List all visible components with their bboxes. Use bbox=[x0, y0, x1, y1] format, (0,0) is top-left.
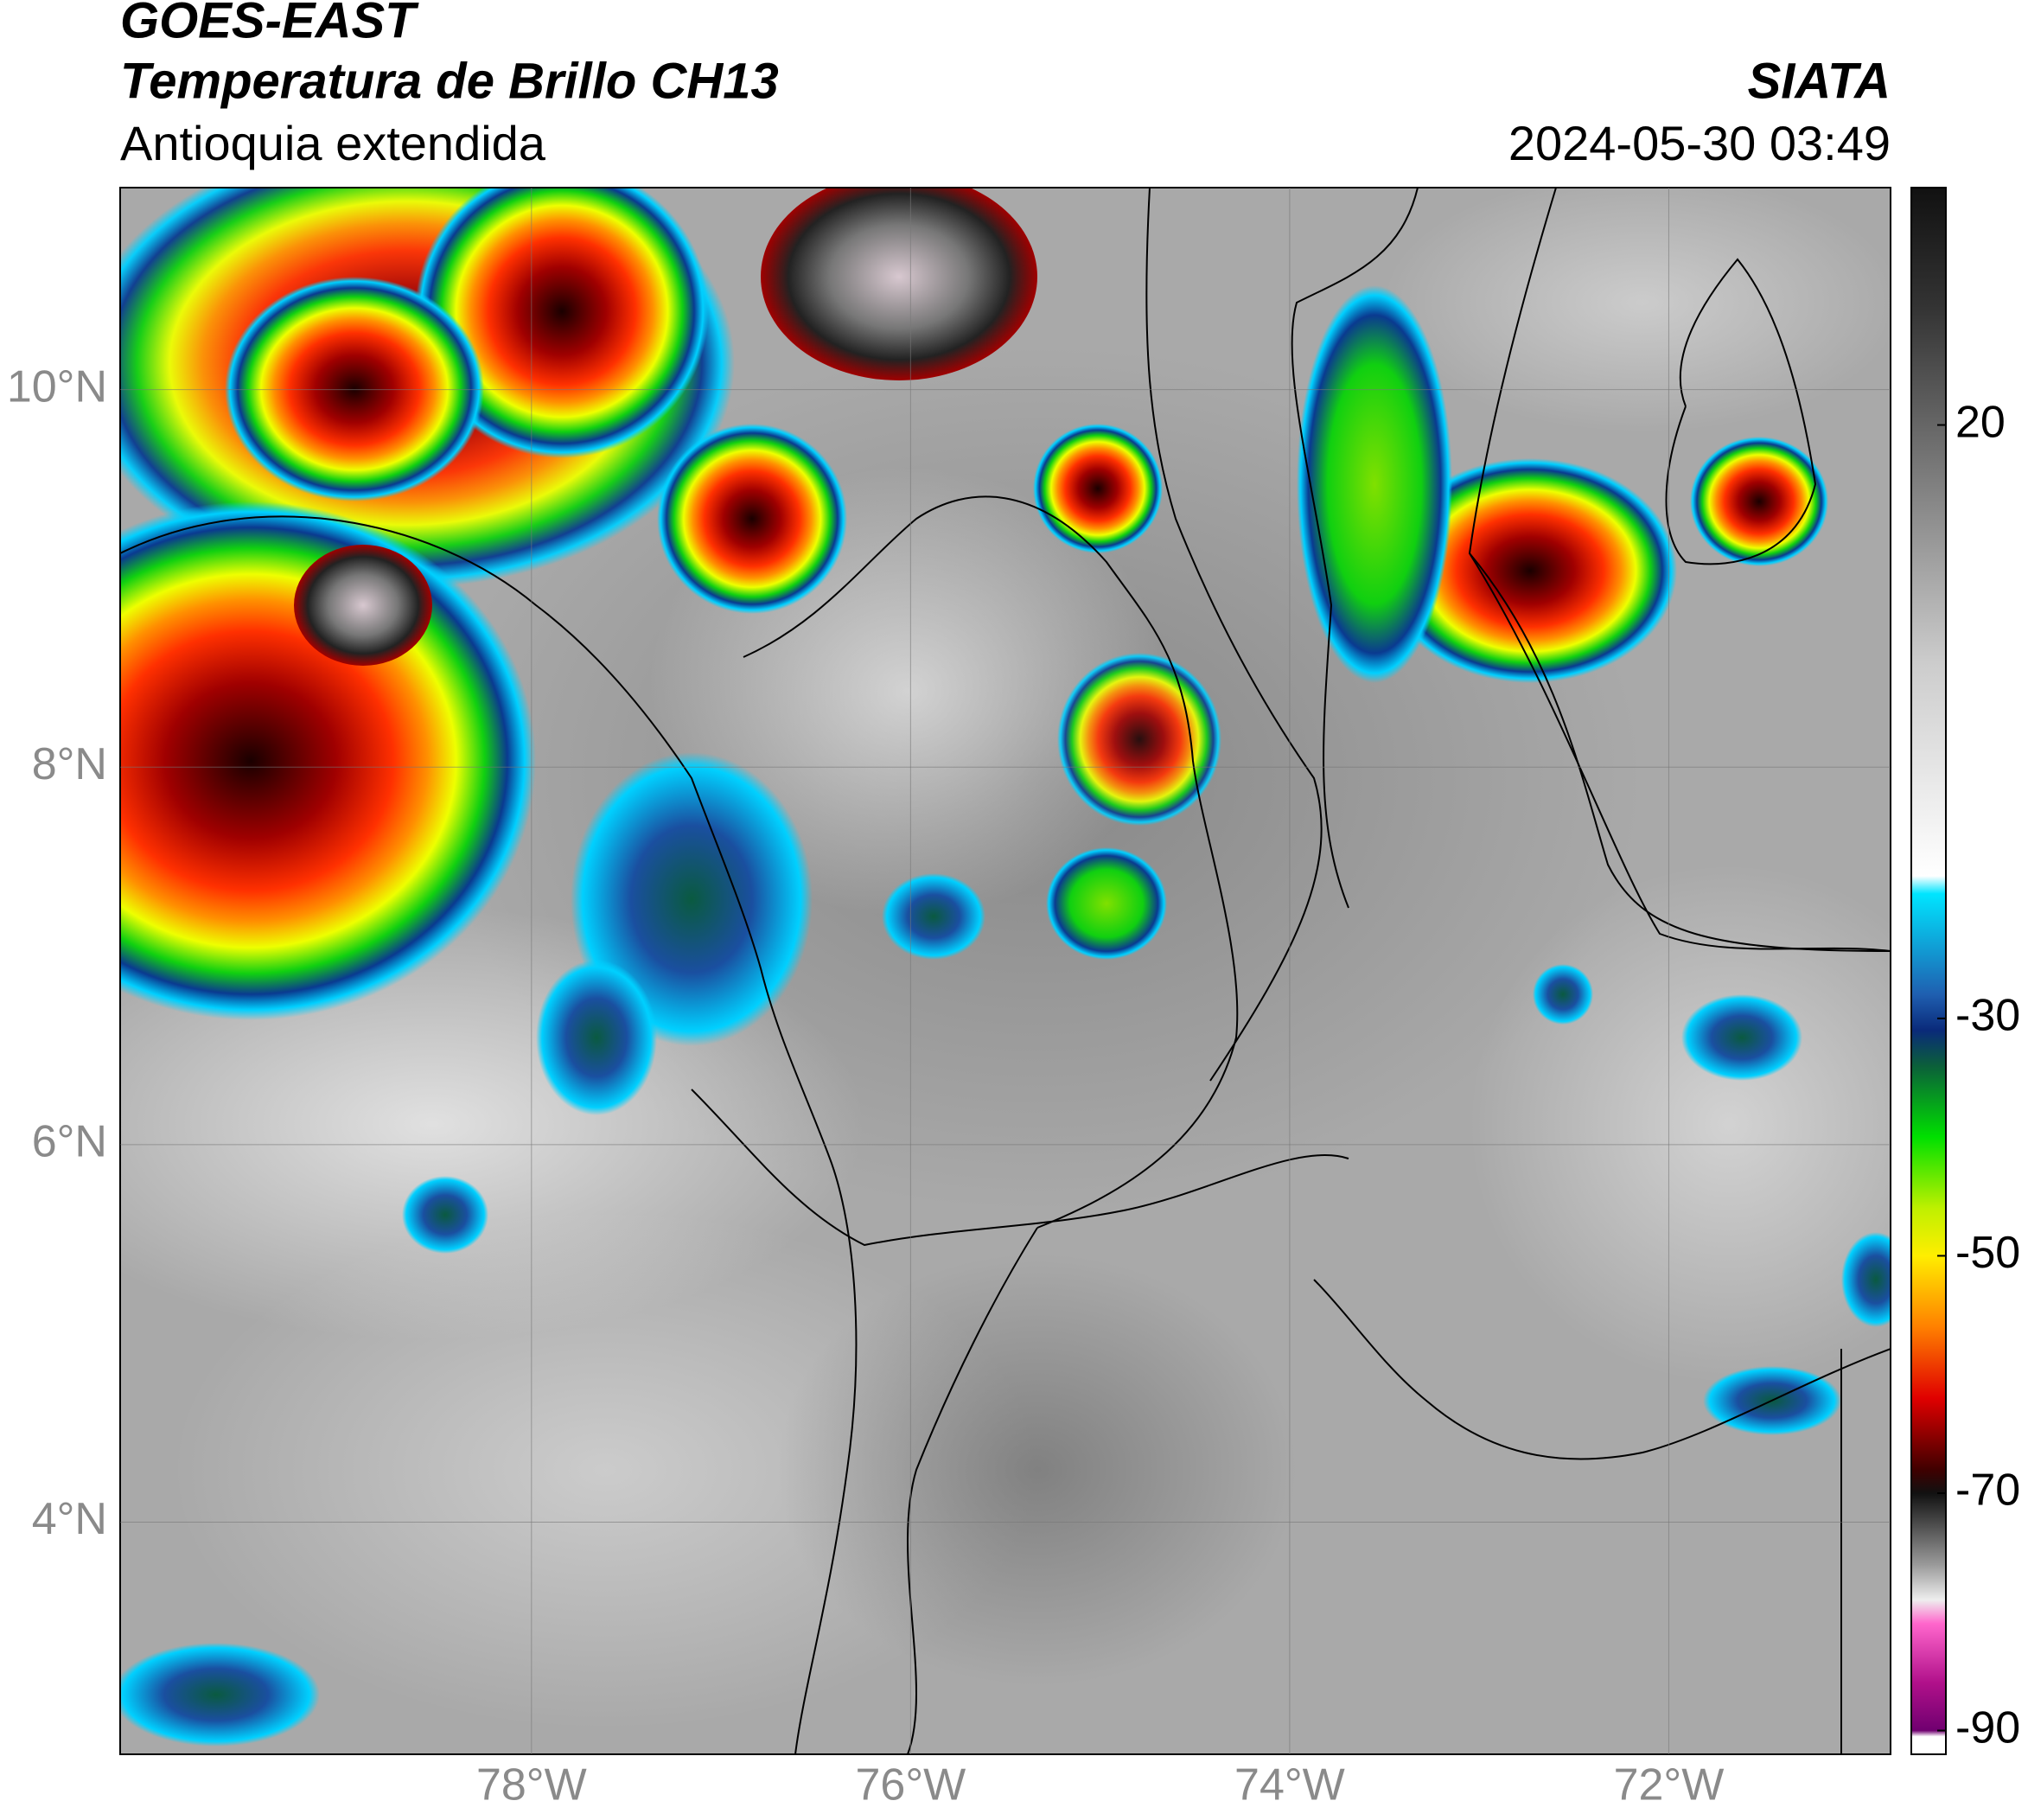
colorbar-tick-label: -30 bbox=[1955, 991, 2020, 1041]
colorbar-tick-label: -70 bbox=[1955, 1466, 2020, 1516]
subtitle: Temperatura de Brillo CH13 bbox=[120, 53, 779, 109]
colorbar-tick-label: -50 bbox=[1955, 1228, 2020, 1278]
colorbar-tick-label: 20 bbox=[1955, 397, 2006, 447]
y-tick-label: 10°N bbox=[7, 361, 107, 412]
y-tick-label: 4°N bbox=[32, 1494, 107, 1544]
x-tick-label: 76°W bbox=[856, 1760, 966, 1810]
x-tick-label: 74°W bbox=[1234, 1760, 1345, 1810]
title: GOES-EAST bbox=[120, 0, 419, 48]
satellite-image bbox=[120, 188, 1891, 1754]
y-tick-label: 8°N bbox=[32, 739, 107, 789]
y-tick-label: 6°N bbox=[32, 1117, 107, 1167]
timestamp: 2024-05-30 03:49 bbox=[1508, 116, 1891, 170]
x-tick-label: 78°W bbox=[476, 1760, 587, 1810]
source: SIATA bbox=[1748, 53, 1891, 109]
region: Antioquia extendida bbox=[120, 116, 546, 170]
map-frame bbox=[119, 187, 1891, 1755]
x-tick-label: 72°W bbox=[1614, 1760, 1725, 1810]
colorbar-tick-label: -90 bbox=[1955, 1702, 2020, 1753]
colorbar bbox=[1910, 187, 1947, 1755]
